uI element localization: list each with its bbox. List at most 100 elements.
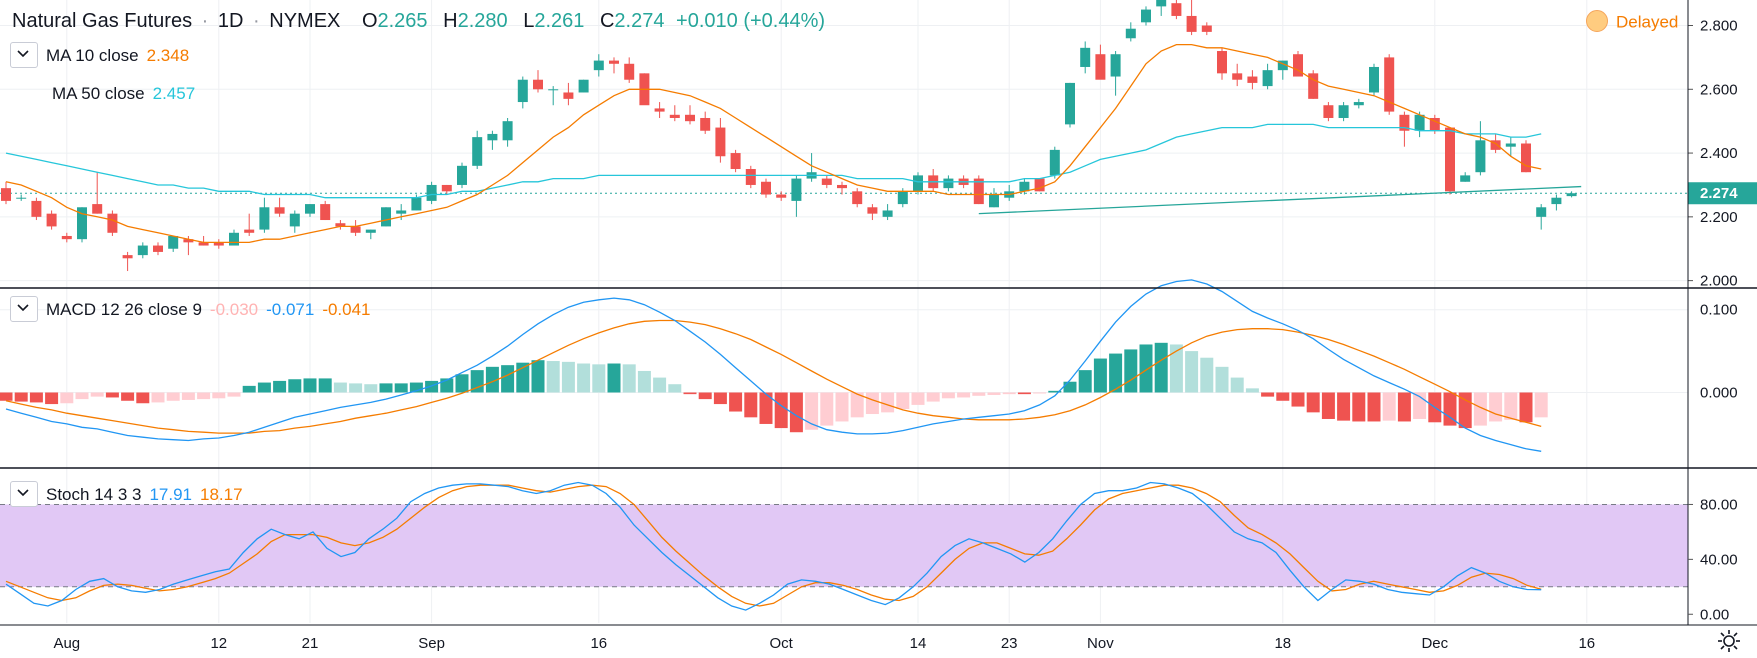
- candle-body: [213, 242, 224, 246]
- stoch-label: Stoch 14 3 3: [46, 485, 142, 505]
- macd-histogram-bar: [987, 392, 1001, 395]
- candle-body: [1247, 76, 1258, 83]
- macd-histogram-bar: [197, 392, 211, 400]
- candle-body: [791, 178, 802, 201]
- y-tick-label: 2.600: [1700, 81, 1738, 98]
- candle-body: [396, 210, 407, 214]
- candle-body: [943, 178, 954, 189]
- macd-histogram-bar: [60, 392, 74, 404]
- candle-body: [700, 117, 711, 131]
- macd-histogram-bar: [1200, 357, 1214, 393]
- macd-histogram-bar: [1473, 392, 1487, 426]
- candle-body: [989, 194, 999, 208]
- delayed-status[interactable]: Delayed: [1586, 10, 1679, 34]
- macd-histogram-bar: [227, 392, 241, 397]
- y-tick-label: 2.200: [1700, 209, 1738, 226]
- macd-histogram-bar: [1504, 392, 1518, 420]
- header-separator: ·: [201, 10, 209, 32]
- y-tick-label: 2.000: [1700, 273, 1738, 290]
- x-tick-label: Nov: [1087, 635, 1114, 652]
- macd-histogram-bar: [273, 380, 287, 393]
- ma10-legend[interactable]: MA 10 close 2.348: [10, 42, 197, 70]
- candle-body: [77, 207, 87, 240]
- candle-body: [1156, 0, 1167, 7]
- candle-body: [350, 226, 361, 233]
- stoch-panel[interactable]: [0, 481, 1688, 611]
- ma50-line: [5, 123, 1542, 199]
- ma10-value: 2.348: [146, 46, 190, 66]
- macd-label: MACD 12 26 close 9: [46, 300, 202, 320]
- delayed-label: Delayed: [1616, 12, 1679, 32]
- high-label: H: [443, 10, 458, 32]
- price-panel[interactable]: 2.274: [0, 0, 1757, 272]
- macd-histogram-bar: [1337, 392, 1351, 421]
- macd-value: -0.071: [266, 300, 315, 320]
- x-tick-label: 18: [1274, 635, 1291, 652]
- macd-histogram-bar: [242, 385, 256, 393]
- close-value: 2.274: [614, 10, 665, 32]
- settings-gear-icon[interactable]: [1716, 628, 1742, 654]
- macd-histogram-bar: [561, 361, 575, 393]
- symbol-name[interactable]: Natural Gas Futures: [12, 10, 193, 32]
- macd-histogram-bar: [1078, 370, 1092, 393]
- symbol-header: Natural Gas Futures · 1D · NYMEX O2.265 …: [12, 10, 839, 33]
- candle-body: [1521, 143, 1531, 173]
- candle-body: [1232, 73, 1243, 80]
- candle-body: [31, 200, 42, 217]
- macd-histogram-bar: [850, 392, 864, 418]
- candle-body: [1, 188, 11, 201]
- macd-histogram-bar: [318, 378, 332, 393]
- macd-legend[interactable]: MACD 12 26 close 9 -0.030 -0.071 -0.041: [10, 296, 379, 324]
- header-separator-2: ·: [253, 10, 260, 32]
- candle-body: [1080, 47, 1091, 67]
- stoch-legend[interactable]: Stoch 14 3 3 17.91 18.17: [10, 481, 251, 509]
- macd-histogram-bar: [941, 392, 955, 399]
- candle-body: [1399, 114, 1410, 131]
- macd-histogram-bar: [1306, 392, 1320, 413]
- y-tick-label: 2.800: [1700, 18, 1738, 35]
- macd-histogram-bar: [1215, 366, 1229, 393]
- macd-panel[interactable]: [0, 279, 1548, 452]
- macd-histogram-bar: [1002, 392, 1016, 395]
- collapse-stoch-button[interactable]: [10, 481, 38, 507]
- ma50-legend[interactable]: MA 50 close 2.457: [52, 84, 203, 104]
- macd-histogram-bar: [516, 362, 530, 393]
- stoch-d-line: [5, 484, 1542, 607]
- candle-body: [46, 213, 57, 227]
- x-tick-label: Sep: [418, 635, 445, 652]
- collapse-macd-button[interactable]: [10, 296, 38, 322]
- macd-histogram-bar: [409, 382, 423, 393]
- macd-histogram-bar: [0, 392, 13, 401]
- macd-histogram-bar: [1397, 392, 1411, 422]
- chevron-down-icon: [17, 489, 29, 497]
- macd-histogram-bar: [1382, 392, 1396, 421]
- macd-histogram-bar: [364, 384, 378, 393]
- candle-body: [1429, 117, 1440, 131]
- x-tick-label: Dec: [1421, 635, 1448, 652]
- collapse-legend-button[interactable]: [10, 42, 38, 68]
- macd-histogram-bar: [1048, 390, 1062, 393]
- macd-histogram-bar: [957, 392, 971, 398]
- candle-body: [837, 184, 847, 189]
- candle-body: [153, 245, 163, 252]
- macd-histogram-bar: [774, 392, 788, 429]
- macd-histogram-bar: [181, 392, 195, 400]
- candle-body: [1293, 54, 1303, 77]
- macd-histogram-bar: [698, 392, 712, 400]
- stoch-band: [0, 504, 1688, 587]
- candle-body: [882, 210, 893, 217]
- candle-body: [1505, 143, 1516, 147]
- candle-body: [609, 60, 619, 64]
- macd-histogram-bar: [288, 379, 302, 393]
- ma50-value: 2.457: [152, 84, 196, 103]
- change-value: +0.010 (+0.44%): [676, 10, 826, 32]
- macd-y-tick-label: 0.100: [1700, 302, 1738, 319]
- macd-histogram-bar: [531, 360, 545, 393]
- candle-body: [61, 235, 72, 240]
- last-price-label: 2.274: [1700, 185, 1738, 202]
- candle-body: [1414, 114, 1425, 131]
- candle-body: [244, 229, 255, 233]
- macd-histogram-bar: [29, 392, 43, 403]
- macd-histogram-bar: [896, 392, 910, 410]
